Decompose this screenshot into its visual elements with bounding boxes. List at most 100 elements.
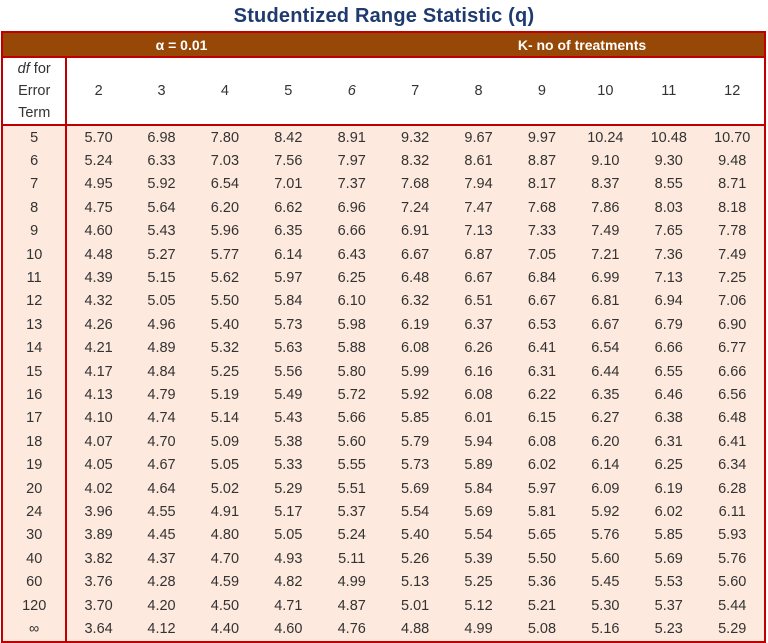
q-value-cell: 5.43 <box>256 406 321 431</box>
alpha-label: α = 0.01 <box>3 33 321 58</box>
q-value-cell: 8.42 <box>256 125 321 150</box>
q-value-cell: 7.56 <box>256 149 321 173</box>
q-value-cell: 5.80 <box>320 359 384 384</box>
q-value-cell: 5.54 <box>383 500 447 524</box>
table-row: 8 4.75 5.64 6.20 6.62 6.96 7.24 7.47 7.68 7.86 8.0… <box>3 196 764 220</box>
q-value-cell: 5.40 <box>383 523 447 548</box>
q-value-cell: 6.41 <box>700 430 764 454</box>
q-value-cell: 5.43 <box>129 219 194 243</box>
q-value-cell: 6.19 <box>383 313 447 337</box>
q-value-cell: 5.23 <box>637 617 701 641</box>
q-value-cell: 6.91 <box>383 219 447 243</box>
df-cell: 12 <box>3 289 68 314</box>
q-value-cell: 4.45 <box>129 523 194 548</box>
q-value-cell: 5.88 <box>320 336 384 360</box>
df-cell: 60 <box>3 570 68 594</box>
q-value-cell: 6.90 <box>700 313 764 337</box>
q-value-cell: 5.45 <box>573 570 638 594</box>
q-value-cell: 5.19 <box>193 383 257 407</box>
table-row: 60 3.76 4.28 4.59 4.82 4.99 5.13 5.25 5.36 5.45 5.… <box>3 570 764 594</box>
q-value-cell: 6.19 <box>637 476 701 501</box>
q-value-cell: 10.24 <box>573 125 638 150</box>
q-value-cell: 7.68 <box>510 196 574 220</box>
q-value-cell: 5.66 <box>320 406 384 431</box>
q-value-cell: 7.94 <box>446 172 511 197</box>
q-value-cell: 4.71 <box>256 593 321 618</box>
q-value-cell: 5.01 <box>383 593 447 618</box>
q-value-cell: 6.08 <box>510 430 574 454</box>
q-value-cell: 5.37 <box>320 500 384 524</box>
q-value-cell: 7.01 <box>256 172 321 197</box>
q-value-cell: 6.66 <box>700 359 764 384</box>
q-value-cell: 9.30 <box>637 149 701 173</box>
q-value-cell: 7.65 <box>637 219 701 243</box>
column-header-k-9: 9 <box>510 57 574 126</box>
column-header-k-2: 2 <box>66 57 130 126</box>
q-value-cell: 5.14 <box>193 406 257 431</box>
q-value-cell: 4.10 <box>66 406 130 431</box>
column-header-k-6: 6 <box>320 57 384 126</box>
df-cell: 20 <box>3 476 68 501</box>
q-value-cell: 6.38 <box>637 406 701 431</box>
q-value-cell: 5.60 <box>573 547 638 571</box>
q-value-cell: 5.92 <box>129 172 194 197</box>
q-value-cell: 3.64 <box>66 617 130 641</box>
q-value-cell: 5.05 <box>129 289 194 314</box>
column-header-k-10: 10 <box>573 57 638 126</box>
q-value-cell: 6.56 <box>700 383 764 407</box>
column-header-k-12: 12 <box>700 57 764 126</box>
table-row: 40 3.82 4.37 4.70 4.93 5.11 5.26 5.39 5.50 5.60 5.… <box>3 547 764 571</box>
q-value-cell: 4.50 <box>193 593 257 618</box>
q-value-cell: 6.02 <box>637 500 701 524</box>
q-value-cell: 7.80 <box>193 125 257 150</box>
q-value-cell: 6.53 <box>510 313 574 337</box>
q-value-cell: 6.98 <box>129 125 194 150</box>
q-value-cell: 5.16 <box>573 617 638 641</box>
q-value-cell: 5.12 <box>446 593 511 618</box>
q-value-cell: 6.44 <box>573 359 638 384</box>
q-value-cell: 5.65 <box>510 523 574 548</box>
q-value-cell: 5.73 <box>383 453 447 477</box>
table-row: 30 3.89 4.45 4.80 5.05 5.24 5.40 5.54 5.65 5.76 5.… <box>3 523 764 548</box>
header-band: α = 0.01 K- no of treatments <box>3 33 764 58</box>
df-cell: 17 <box>3 406 68 431</box>
column-header-k-7: 7 <box>383 57 447 126</box>
df-header: df for Error Term <box>3 57 68 126</box>
q-value-cell: 6.48 <box>383 266 447 290</box>
q-value-cell: 5.92 <box>383 383 447 407</box>
q-value-cell: 4.60 <box>256 617 321 641</box>
q-value-cell: 5.51 <box>320 476 384 501</box>
q-value-cell: 7.37 <box>320 172 384 197</box>
q-value-cell: 5.53 <box>637 570 701 594</box>
table-row: 5 5.70 6.98 7.80 8.42 8.91 9.32 9.67 9.97 10.24 10… <box>3 125 764 150</box>
q-value-cell: 6.54 <box>573 336 638 360</box>
q-value-cell: 4.60 <box>66 219 130 243</box>
q-value-cell: 5.39 <box>446 547 511 571</box>
q-value-cell: 8.55 <box>637 172 701 197</box>
q-value-cell: 5.97 <box>256 266 321 290</box>
df-cell: 30 <box>3 523 68 548</box>
q-value-cell: 7.36 <box>637 242 701 267</box>
q-value-cell: 9.32 <box>383 125 447 150</box>
q-value-cell: 5.84 <box>446 476 511 501</box>
df-cell: 5 <box>3 125 68 150</box>
q-value-cell: 3.96 <box>66 500 130 524</box>
q-value-cell: 5.77 <box>193 242 257 267</box>
q-value-cell: 5.21 <box>510 593 574 618</box>
q-value-cell: 5.70 <box>66 125 130 150</box>
q-value-cell: 4.74 <box>129 406 194 431</box>
q-value-cell: 4.84 <box>129 359 194 384</box>
q-value-cell: 8.37 <box>573 172 638 197</box>
q-value-cell: 5.25 <box>193 359 257 384</box>
q-value-cell: 7.86 <box>573 196 638 220</box>
q-value-cell: 5.29 <box>700 617 764 641</box>
table-row: 120 3.70 4.20 4.50 4.71 4.87 5.01 5.12 5.21 5.30 5… <box>3 593 764 618</box>
q-value-cell: 7.49 <box>700 242 764 267</box>
table-row: 15 4.17 4.84 5.25 5.56 5.80 5.99 6.16 6.31 6.44 6.… <box>3 359 764 384</box>
q-value-cell: 9.10 <box>573 149 638 173</box>
q-value-cell: 5.24 <box>320 523 384 548</box>
q-value-cell: 4.21 <box>66 336 130 360</box>
q-value-cell: 6.84 <box>510 266 574 290</box>
df-cell: 7 <box>3 172 68 197</box>
q-value-cell: 5.25 <box>446 570 511 594</box>
